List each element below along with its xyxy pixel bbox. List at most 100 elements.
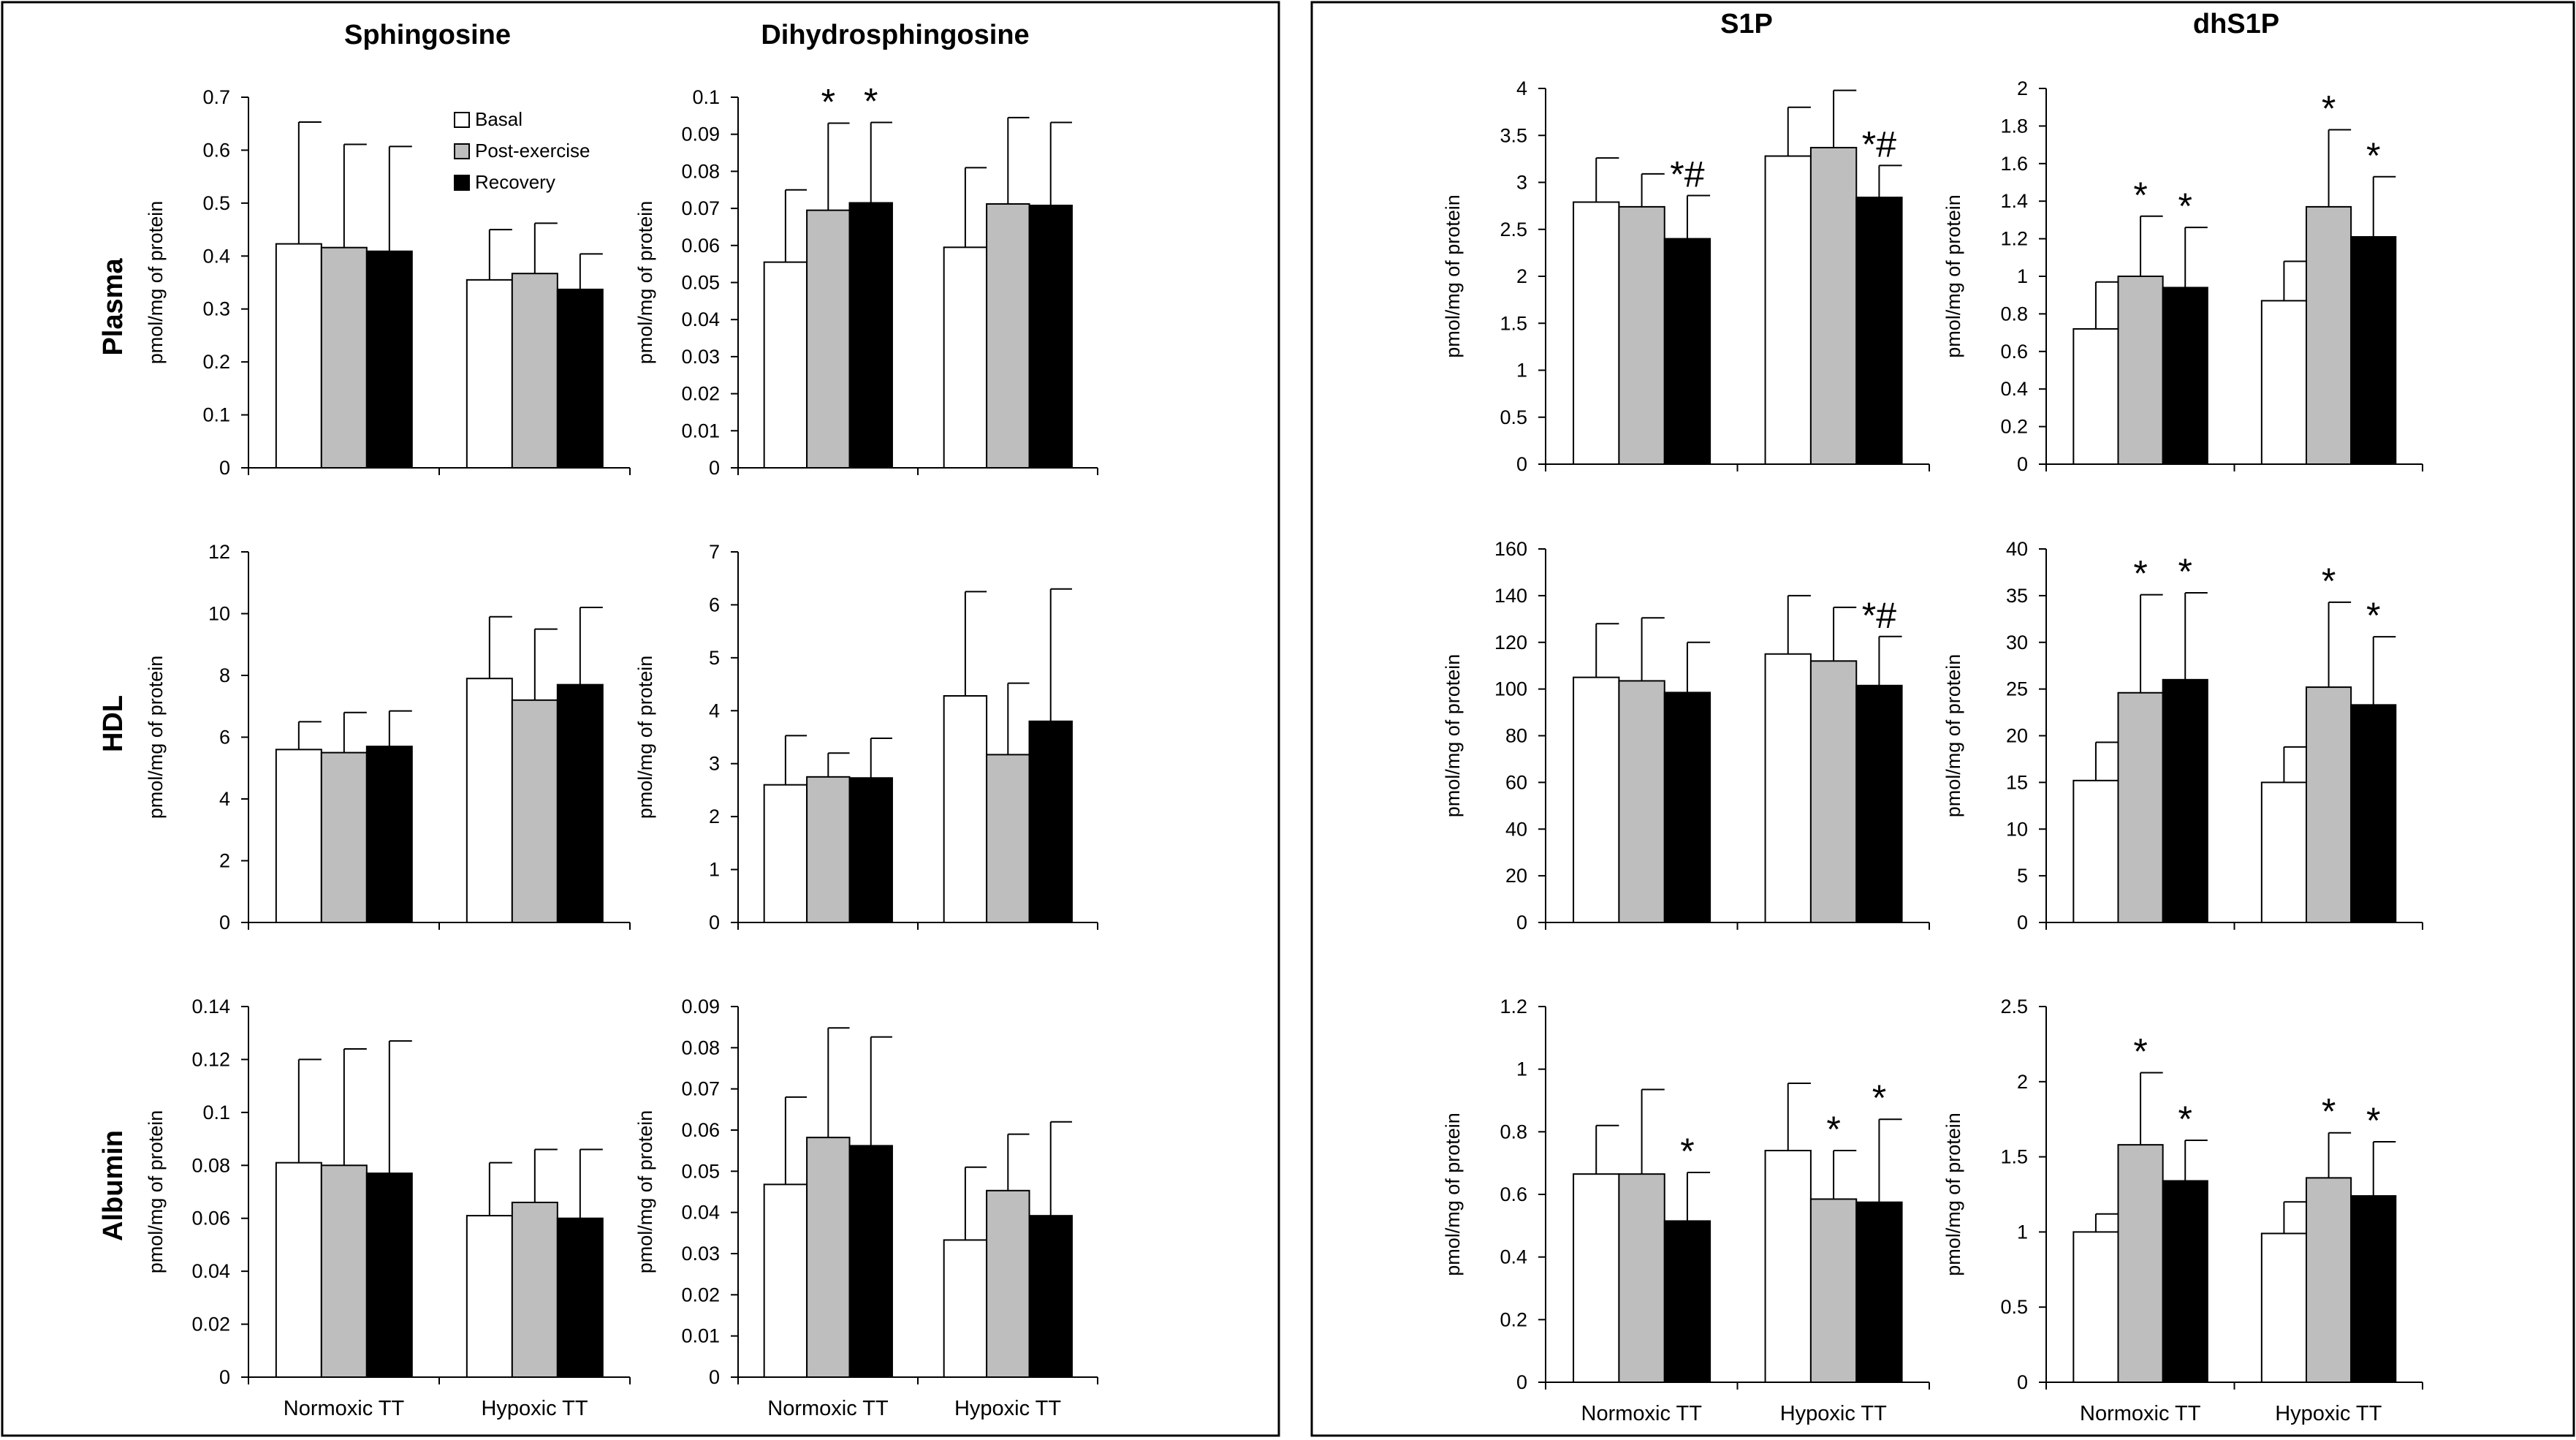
bar-post-exercise xyxy=(1618,1173,1665,1383)
bar-basal xyxy=(275,1162,322,1379)
significance-marker: *# xyxy=(1862,124,1896,164)
bar-recovery xyxy=(848,777,893,924)
bar-recovery xyxy=(1028,1215,1073,1378)
bar-basal xyxy=(2260,781,2307,923)
significance-marker: * xyxy=(1680,1131,1694,1172)
bar-basal xyxy=(1573,201,1620,465)
y-tick-label: 2.5 xyxy=(1500,219,1527,240)
y-axis-label: pmol/mg of protein xyxy=(145,1110,167,1274)
significance-marker: * xyxy=(1872,1077,1886,1118)
bar-post-exercise xyxy=(2305,205,2352,465)
y-tick-label: 2 xyxy=(219,850,230,872)
y-tick-label: 0.1 xyxy=(692,86,720,108)
column-title-dihydrosphingosine: Dihydrosphingosine xyxy=(761,20,1029,50)
y-tick-label: 0.14 xyxy=(191,996,230,1018)
y-axis-label: pmol/mg of protein xyxy=(1942,194,1964,358)
y-tick-label: 0.08 xyxy=(681,1037,720,1058)
y-tick-label: 1 xyxy=(709,859,720,881)
y-tick-label: 140 xyxy=(1494,585,1527,607)
x-category-label: Hypoxic TT xyxy=(1780,1402,1887,1425)
bar-post-exercise xyxy=(1618,205,1665,465)
y-axis-label: pmol/mg of protein xyxy=(634,656,656,819)
bar-post-exercise xyxy=(986,203,1030,469)
y-tick-label: 0.4 xyxy=(2000,378,2028,400)
y-tick-label: 1.5 xyxy=(1500,312,1527,334)
x-category-label: Normoxic TT xyxy=(284,1397,405,1420)
bar-post-exercise xyxy=(986,1189,1030,1379)
bar-basal xyxy=(1764,155,1812,466)
significance-marker: * xyxy=(2366,1100,2380,1141)
y-tick-label: 0.7 xyxy=(202,86,230,108)
chart-plots: 0 0.1 0.2 0.3 0.4 0.5 0.6 0.7 pmol/mg of protein… xyxy=(145,77,2423,1425)
bar-basal xyxy=(1764,653,1812,923)
chart-s1p-plasma: 0 0.5 1 1.5 2 2.5 3 3.5 4 pmol/mg of protein *# *# xyxy=(1442,77,1930,475)
bar-post-exercise xyxy=(806,1137,851,1378)
bar-basal xyxy=(466,678,513,923)
legend: Basal Post-exercise Recovery xyxy=(454,108,590,193)
significance-marker: *# xyxy=(1670,154,1704,194)
y-tick-label: 0.05 xyxy=(681,1160,720,1182)
y-tick-label: 2 xyxy=(2017,1071,2028,1093)
chart-sphingosine-hdl: 0 2 4 6 8 10 12 pmol/mg of protein xyxy=(145,541,631,933)
bar-recovery xyxy=(2162,1180,2208,1383)
y-tick-label: 60 xyxy=(1505,771,1527,793)
x-category-label: Normoxic TT xyxy=(1581,1402,1703,1425)
y-tick-label: 120 xyxy=(1494,632,1527,653)
chart-dihydrosphingosine-albumin: 0 0.01 0.02 0.03 0.04 0.05 0.06 0.07 0.08 0.09 pmo… xyxy=(634,996,1098,1420)
y-tick-label: 1 xyxy=(2017,1221,2028,1243)
y-tick-label: 2 xyxy=(1516,265,1527,287)
y-axis-label: pmol/mg of protein xyxy=(1442,654,1464,818)
x-category-label: Normoxic TT xyxy=(2080,1402,2201,1425)
y-tick-label: 0 xyxy=(219,457,230,479)
bar-recovery xyxy=(556,288,604,469)
bar-recovery xyxy=(556,1217,604,1378)
y-tick-label: 0 xyxy=(709,1366,720,1388)
y-tick-label: 0.8 xyxy=(2000,303,2028,325)
legend-swatch-post-exercise xyxy=(454,143,470,159)
bar-basal xyxy=(763,1183,808,1378)
y-tick-label: 0.6 xyxy=(1500,1183,1527,1205)
bar-recovery xyxy=(848,1145,893,1378)
legend-swatch-recovery xyxy=(454,175,470,191)
y-tick-label: 3 xyxy=(1516,172,1527,194)
bar-recovery xyxy=(365,1172,413,1379)
bar-post-exercise xyxy=(806,776,851,923)
y-tick-label: 80 xyxy=(1505,725,1527,747)
legend-swatch-basal xyxy=(454,112,470,128)
bar-recovery xyxy=(2350,236,2397,465)
y-tick-label: 1 xyxy=(1516,360,1527,382)
x-category-label: Hypoxic TT xyxy=(2275,1402,2382,1425)
bar-recovery xyxy=(1663,238,1711,465)
significance-marker: * xyxy=(2133,175,2147,216)
y-tick-label: 0.02 xyxy=(681,1284,720,1306)
y-tick-label: 1.4 xyxy=(2000,190,2028,212)
bar-recovery xyxy=(2350,704,2397,924)
y-tick-label: 40 xyxy=(1505,818,1527,840)
y-tick-label: 0 xyxy=(1516,453,1527,475)
y-tick-label: 7 xyxy=(709,541,720,563)
y-tick-label: 10 xyxy=(2006,818,2028,840)
y-tick-label: 3 xyxy=(709,753,720,775)
bar-recovery xyxy=(1855,197,1903,465)
y-tick-label: 1.2 xyxy=(2000,228,2028,250)
y-tick-label: 0 xyxy=(219,912,230,933)
y-tick-label: 0 xyxy=(2017,453,2028,475)
y-tick-label: 25 xyxy=(2006,678,2028,700)
bar-post-exercise xyxy=(2305,686,2352,923)
y-tick-label: 40 xyxy=(2006,538,2028,560)
right-panel-frame xyxy=(1310,1,2575,1437)
y-tick-label: 0 xyxy=(1516,1371,1527,1393)
column-title-dhs1p: dhS1P xyxy=(2193,9,2279,39)
bar-basal xyxy=(275,243,322,469)
bar-basal xyxy=(943,695,988,924)
significance-marker: * xyxy=(864,80,878,121)
y-tick-label: 2 xyxy=(2017,77,2028,99)
y-tick-label: 6 xyxy=(219,727,230,749)
y-tick-label: 0.1 xyxy=(202,404,230,426)
y-tick-label: 0.5 xyxy=(2000,1296,2028,1318)
chart-sphingosine-plasma: 0 0.1 0.2 0.3 0.4 0.5 0.6 0.7 pmol/mg of protein xyxy=(145,86,631,479)
bar-post-exercise xyxy=(1809,146,1858,466)
y-tick-label: 0.5 xyxy=(202,192,230,214)
y-tick-label: 0.08 xyxy=(191,1154,230,1176)
y-tick-label: 30 xyxy=(2006,632,2028,653)
